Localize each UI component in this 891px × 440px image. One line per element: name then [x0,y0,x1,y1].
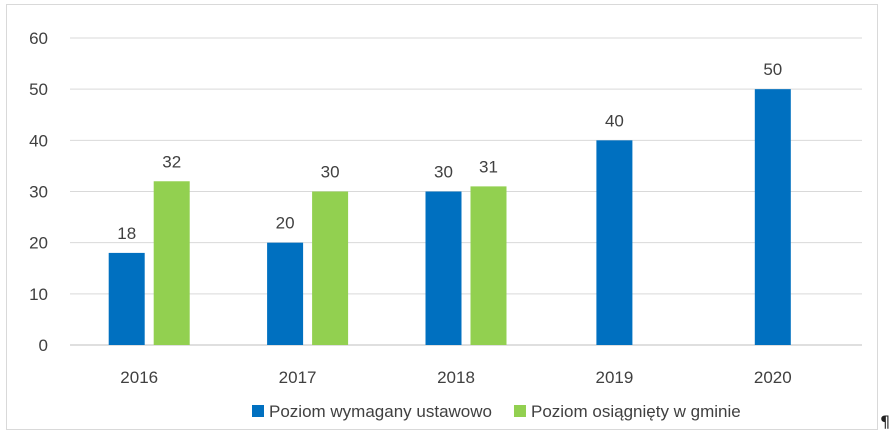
y-tick-label: 30 [29,183,48,202]
data-label: 20 [276,214,295,233]
data-label: 32 [162,152,181,171]
legend-swatch [252,405,264,417]
gridlines [70,37,862,346]
data-label: 31 [479,157,498,176]
y-tick-label: 10 [29,285,48,304]
y-tick-label: 40 [29,131,48,150]
legend-swatch [513,405,526,417]
bar-achieved-2016 [153,181,190,345]
data-label: 50 [763,60,782,79]
bar-required-2019 [596,140,633,345]
x-tick-label: 2016 [120,368,158,387]
data-label: 30 [434,163,453,182]
pilcrow-mark: ¶ [880,412,891,431]
bar-required-2018 [425,191,462,345]
bar-achieved-2018 [470,186,507,345]
data-labels: 18 32 20 30 30 31 40 50 [117,60,782,243]
data-label: 40 [605,111,624,130]
y-tick-label: 60 [29,29,48,48]
bars [108,89,791,346]
x-tick-label: 2017 [279,368,317,387]
bar-required-2020 [754,89,791,346]
y-tick-label: 50 [29,80,48,99]
bar-required-2017 [267,242,304,345]
legend-label: Poziom wymagany ustawowo [269,402,492,421]
x-axis-tick-labels: 2016 2017 2018 2019 2020 [120,368,791,387]
data-label: 18 [117,224,136,243]
bar-required-2016 [108,252,145,345]
bar-achieved-2017 [312,191,349,345]
x-tick-label: 2018 [437,368,475,387]
x-tick-label: 2019 [595,368,633,387]
legend-label: Poziom osiągnięty w gminie [531,402,741,421]
x-tick-label: 2020 [754,368,792,387]
y-tick-label: 20 [29,234,48,253]
legend: Poziom wymagany ustawowo Poziom osiągnięt… [252,402,741,421]
data-label: 30 [321,163,340,182]
y-tick-label: 0 [39,336,48,355]
y-axis-tick-labels: 0 10 20 30 40 50 60 [29,29,48,355]
